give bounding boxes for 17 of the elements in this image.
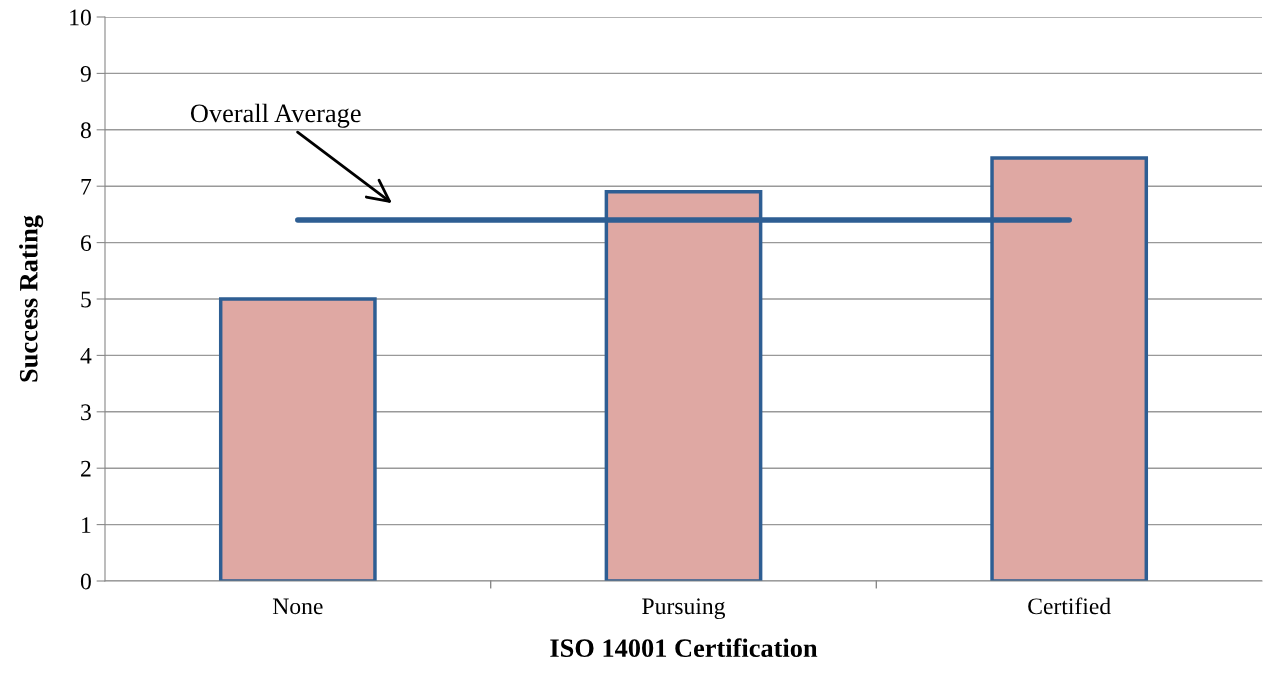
x-tick-label: None [272,598,323,615]
y-tick-label: 1 [82,517,91,533]
text: Overall Average [190,103,361,128]
x-axis-title: ISO 14001 Certification [550,638,818,658]
y-tick-label: 5 [81,291,91,308]
y-tick-label: 0 [80,573,91,590]
y-tick-label: 7 [81,178,92,195]
y-tick-label: 8 [80,122,91,139]
y-tick-label: 9 [80,65,91,82]
y-tick-label: 3 [81,404,91,421]
y-tick-label: 6 [81,235,92,252]
y-tick-label: 10 [70,9,91,26]
x-tick-label: Pursuing [642,598,726,620]
x-tick-label: Certified [1028,597,1111,615]
y-tick-label: 4 [80,348,92,364]
y-axis-title: Success Rating [19,215,44,382]
y-tick-label: 2 [81,460,91,477]
